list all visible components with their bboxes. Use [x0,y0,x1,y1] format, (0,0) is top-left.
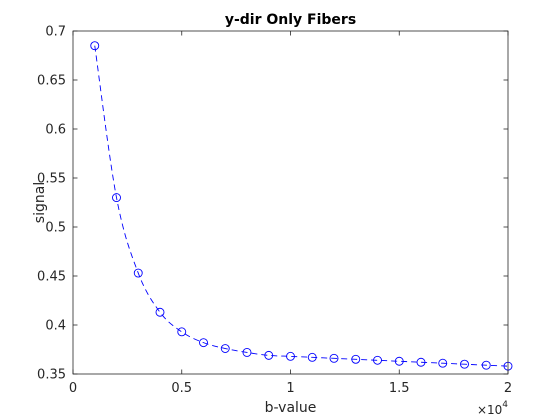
data-point [481,360,491,370]
x-tick-label: 2 [504,381,512,396]
data-point [460,359,469,369]
x-tick-label: 1 [286,381,294,396]
y-tick-label: 0.7 [45,25,66,40]
x-tick-label: 0.5 [171,381,192,396]
y-tick-label: 0.6 [45,123,66,138]
x-axis-exponent-power: 4 [502,400,508,410]
y-tick-label: 0.4 [45,319,66,334]
y-axis-label: signal [32,182,48,223]
data-point [177,327,187,337]
y-tick-label: 0.55 [37,172,66,187]
x-tick-label: 1.5 [389,381,410,396]
x-tick-label: 0 [69,381,77,396]
data-point [220,344,230,353]
data-point [307,352,317,362]
x-axis-exponent-label: ×104 [477,400,508,417]
y-tick-label: 0.65 [37,74,66,89]
ticks-layer [72,30,509,375]
data-point [133,268,143,278]
data-point [438,358,448,368]
data-point [199,338,208,348]
x-tick-labels: 0 0.5 1 1.5 2 [69,381,512,396]
y-tick-label: 0.5 [45,221,66,236]
data-point [286,351,295,361]
data-layer [90,41,513,371]
data-point [329,353,339,363]
y-tick-label: 0.45 [37,270,66,285]
x-axis-exponent-base: ×10 [477,403,502,417]
data-point [394,356,404,366]
data-point [373,355,382,365]
chart-title: y-dir Only Fibers [225,12,356,28]
data-point [155,307,165,317]
data-point [351,354,361,364]
x-axis-label: b-value [265,400,317,416]
data-point [242,347,252,357]
data-point [112,193,121,203]
series-line [94,45,509,367]
y-tick-label: 0.35 [37,368,66,383]
data-point [90,41,100,51]
plot-area [73,31,508,374]
y-tick-labels: 0.35 0.4 0.45 0.5 0.55 0.6 0.65 0.7 [37,25,66,383]
data-point [264,350,274,360]
data-point [416,357,426,367]
